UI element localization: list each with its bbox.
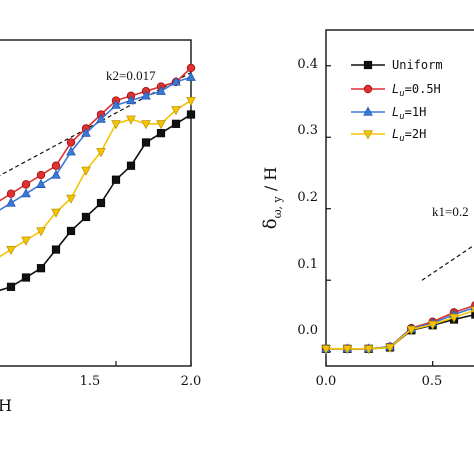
right-ytick-label: 0.2 (297, 190, 318, 205)
right-ytick-label: 0.0 (297, 323, 318, 338)
right-ytick-label: 0.1 (297, 257, 318, 272)
legend-marker (363, 130, 373, 140)
data-point (449, 313, 459, 323)
data-point (66, 146, 76, 156)
data-point (363, 345, 374, 355)
data-point (471, 310, 474, 319)
left-xtick-label: 1.5 (80, 374, 101, 389)
data-point (171, 119, 181, 128)
series-line-3 (326, 309, 474, 350)
data-point (96, 113, 106, 123)
data-point (141, 120, 151, 130)
data-point (126, 95, 136, 105)
data-point (36, 170, 46, 180)
data-point (111, 120, 121, 130)
data-point (51, 161, 61, 170)
data-point (111, 99, 121, 109)
legend-sub: u (399, 89, 404, 99)
data-point (96, 148, 106, 158)
data-point (36, 178, 46, 188)
data-point (126, 161, 136, 170)
data-point (6, 245, 16, 256)
legend-sub: u (399, 134, 404, 144)
legend-label-lu-1h: Lu=1H (392, 105, 426, 122)
data-point (111, 175, 121, 184)
right-plot-marks (321, 65, 474, 366)
series-line-0 (0, 113, 192, 292)
data-point (470, 306, 474, 314)
data-point (66, 194, 76, 204)
data-point (66, 138, 76, 147)
data-point (186, 63, 196, 73)
legend-l: L (392, 127, 399, 141)
data-point (96, 198, 106, 208)
legend-l: L (392, 82, 399, 96)
data-point (186, 110, 196, 119)
legend-value: =0.5H (405, 82, 441, 96)
data-point (156, 129, 166, 138)
legend-symbols (351, 60, 385, 140)
legend-sub: u (399, 112, 404, 122)
right-ytick-label: 0.4 (297, 57, 318, 72)
data-point (171, 106, 181, 116)
data-point (427, 320, 438, 330)
left-xtick-label: 2.0 (181, 374, 202, 389)
data-point (406, 325, 417, 335)
y-label-rest: / H (261, 167, 280, 197)
legend-label-lu-0-5h: Lu=0.5H (392, 82, 441, 99)
legend-marker (363, 106, 373, 116)
data-point (81, 166, 91, 176)
data-point (51, 169, 61, 179)
legend-label-uniform: Uniform (392, 58, 443, 72)
data-point (6, 197, 16, 207)
data-point (21, 273, 31, 282)
data-point (6, 189, 16, 198)
series-line-2 (0, 76, 192, 211)
data-point (66, 226, 76, 236)
data-point (6, 282, 16, 291)
y-label-subscript: ω, y (271, 195, 284, 218)
legend-l: L (392, 105, 399, 119)
left-x-axis-label: H (0, 396, 12, 415)
legend-marker (363, 60, 373, 70)
legend-value: =1H (405, 105, 427, 119)
data-point (385, 343, 395, 353)
data-point (321, 345, 331, 355)
legend-value: =2H (405, 127, 427, 141)
data-point (81, 212, 91, 222)
left-trend-annotation: k2=0.017 (106, 68, 156, 83)
data-point (141, 90, 151, 100)
legend-marker (363, 84, 373, 94)
legend: Uniform Lu=0.5H Lu=1H Lu=2H (351, 58, 443, 144)
data-point (156, 85, 166, 95)
data-point (36, 264, 46, 273)
data-point (21, 236, 31, 246)
data-point (126, 115, 136, 125)
right-y-axis-label: δω, y / H (260, 167, 284, 230)
data-point (36, 227, 46, 237)
data-point (141, 138, 151, 147)
right-xtick-label: 0.5 (422, 374, 443, 389)
right-xtick-label: 0.0 (316, 374, 337, 389)
svg-text:δω, y / H: δω, y / H (260, 167, 284, 230)
data-point (171, 76, 181, 86)
left-plot-marks (0, 63, 196, 366)
right-plot-frame (325, 29, 474, 367)
data-point (51, 208, 61, 218)
data-point (51, 245, 61, 254)
y-label-delta: δ (260, 218, 281, 229)
right-trend-annotation: k1=0.2 (432, 204, 469, 219)
data-point (186, 71, 196, 81)
data-point (342, 345, 353, 355)
data-point (156, 120, 166, 130)
data-point (81, 127, 91, 137)
right-ytick-label: 0.3 (297, 123, 318, 138)
data-point (21, 180, 31, 189)
data-point (21, 188, 31, 198)
data-point (186, 96, 196, 106)
legend-label-lu-2h: Lu=2H (392, 127, 426, 144)
trend-line (421, 244, 474, 281)
left-plot-frame (0, 39, 192, 367)
